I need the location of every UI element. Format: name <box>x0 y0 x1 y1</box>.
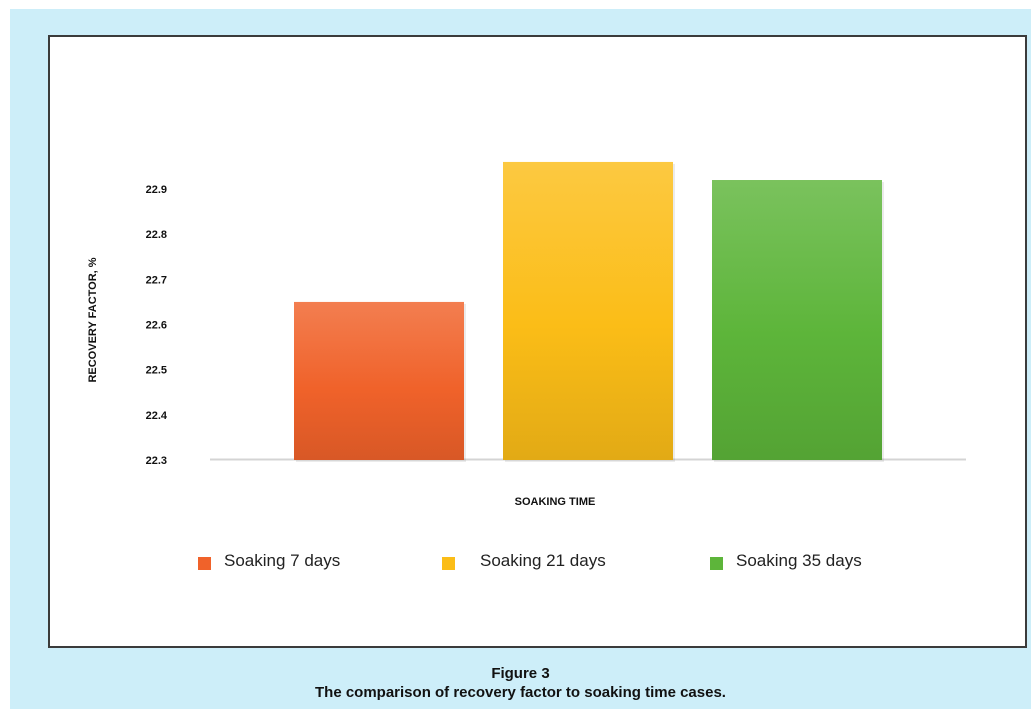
bar-3 <box>712 180 882 460</box>
chart-frame: 22.3 22.4 22.5 22.6 22.7 22.8 22.9 RECOVERY FA… <box>48 35 1027 648</box>
legend-label: Soaking 35 days <box>736 551 862 570</box>
legend-swatch <box>198 557 211 570</box>
y-tick-label: 22.5 <box>146 365 167 377</box>
bar-2 <box>503 161 673 460</box>
legend-label: Soaking 7 days <box>224 551 340 570</box>
y-tick-label: 22.6 <box>146 320 167 332</box>
bars <box>294 161 884 462</box>
x-axis-label: SOAKING TIME <box>515 496 596 508</box>
bar-chart: 22.3 22.4 22.5 22.6 22.7 22.8 22.9 RECOVERY FA… <box>87 161 966 570</box>
legend-swatch <box>442 557 455 570</box>
y-axis-ticks: 22.3 22.4 22.5 22.6 22.7 22.8 22.9 <box>146 184 168 467</box>
bar-1 <box>294 301 464 460</box>
figure-label: Figure 3 <box>491 665 550 682</box>
figure-caption: The comparison of recovery factor to soa… <box>315 684 726 701</box>
y-tick-label: 22.4 <box>146 410 168 422</box>
y-axis-label: RECOVERY FACTOR, % <box>87 257 99 382</box>
y-tick-label: 22.7 <box>146 274 167 286</box>
legend-swatch <box>710 557 723 570</box>
y-tick-label: 22.9 <box>146 184 167 196</box>
y-tick-label: 22.8 <box>146 229 167 241</box>
legend-label: Soaking 21 days <box>480 551 606 570</box>
legend: Soaking 7 days Soaking 21 days Soaking 35 … <box>198 551 862 570</box>
y-tick-label: 22.3 <box>146 455 167 467</box>
